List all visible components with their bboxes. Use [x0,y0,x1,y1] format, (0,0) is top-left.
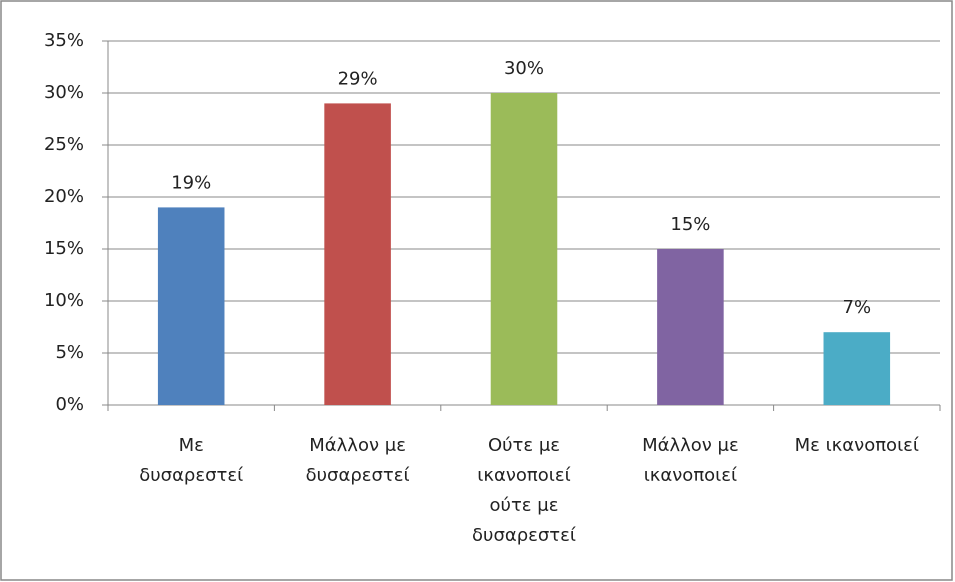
data-label: 19% [171,172,211,193]
x-tick-label-line: δυσαρεστεί [306,465,410,486]
x-tick-label: Μάλλον με ικανοποιεί [642,435,739,486]
y-tick-label: 10% [44,290,84,311]
x-tick-label-line: Μάλλον με [642,435,739,456]
x-tick-label-line: Με ικανοποιεί [795,435,919,456]
bar [657,249,724,405]
y-tick-label: 30% [44,82,84,103]
y-tick-label: 15% [44,238,84,259]
x-tick-label: Μάλλον με δυσαρεστεί [306,435,410,486]
data-label: 29% [338,68,378,89]
bar [490,93,558,405]
y-tick-label: 0% [55,394,84,415]
x-tick-label-line: δυσαρεστεί [139,465,243,486]
x-tick-label-line: ικανοποιεί [477,465,570,486]
bar [823,332,891,405]
x-tick-label-line: ικανοποιεί [644,465,737,486]
data-label: 15% [670,214,710,235]
data-label: 30% [504,58,544,79]
y-tick-label: 20% [44,186,84,207]
data-label: 7% [843,297,872,318]
y-tick-label: 25% [44,134,84,155]
x-tick-label: Ούτε με ικανοποιεί ούτε με δυσαρεστεί [472,435,576,546]
x-tick-label-line: Μάλλον με [309,435,406,456]
x-tick-label-line: Με [179,435,204,456]
bar [324,103,391,406]
x-tick-label-line: Ούτε με [488,435,560,456]
x-tick-label: Με δυσαρεστεί [139,435,243,486]
y-tick-label: 5% [55,342,84,363]
x-tick-label: Με ικανοποιεί [795,435,919,456]
x-tick-label-line: ούτε με [490,495,559,516]
y-tick-label: 35% [44,30,84,51]
x-tick-label-line: δυσαρεστεί [472,525,576,546]
bar [157,207,225,405]
